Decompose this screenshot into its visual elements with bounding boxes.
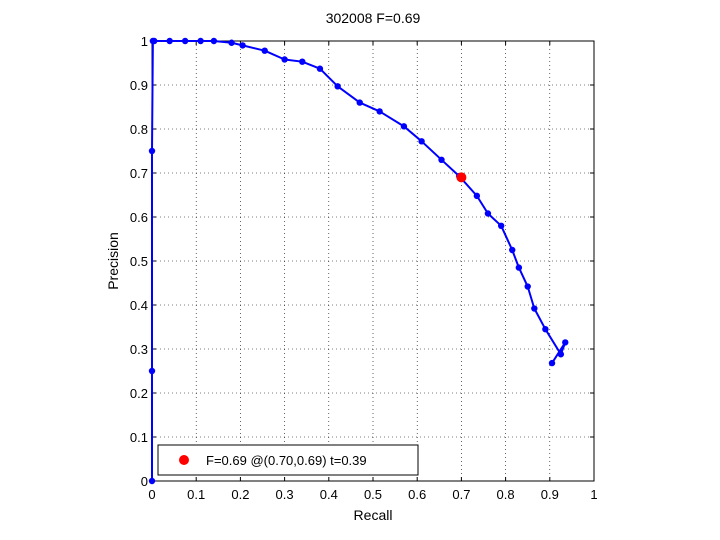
x-tick-label: 0.8 [497,487,515,502]
data-point [316,65,324,72]
y-tick-label: 0.1 [130,430,148,445]
highlight-point [456,172,467,183]
legend-marker [179,455,189,465]
series-layer [148,37,569,485]
legend-box [157,444,419,476]
axis-ticks: 0 0.1 0.2 0.3 0.4 0.5 0.6 0.7 0.8 0.9 1 0 0.1 0.2 0.3 0… [130,34,598,502]
data-point [548,359,556,367]
data-point [261,47,268,54]
data-point [524,283,531,290]
data-point [166,37,173,45]
data-point [334,83,341,90]
x-tick-label: 0.3 [276,487,294,502]
data-point [148,367,156,375]
data-point [562,339,569,346]
y-tick-label: 0.4 [130,298,148,313]
data-point [484,210,492,217]
y-tick-label: 0.3 [130,342,148,357]
data-point [497,222,505,229]
x-tick-label: 0 [148,487,155,502]
x-tick-label: 0.5 [364,487,382,502]
data-point [356,99,363,106]
data-point [148,147,156,155]
y-tick-label: 0 [141,474,148,489]
legend-label: F=0.69 @(0.70,0.69) t=0.39 [206,453,367,468]
data-point [281,56,288,63]
data-point [299,58,306,65]
x-tick-label: 0.2 [231,487,249,502]
data-point [376,108,383,115]
data-point [438,156,445,163]
y-tick-label: 0.2 [130,386,148,401]
x-tick-label: 0.6 [408,487,426,502]
x-tick-label: 1 [590,487,597,502]
x-axis-label: Recall [354,507,393,523]
x-tick-label: 0.9 [541,487,559,502]
data-point [473,192,481,200]
grid [152,41,594,481]
data-point [531,305,538,312]
y-tick-label: 0.7 [130,166,148,181]
data-point [239,42,246,49]
data-point [181,37,189,45]
data-point [557,351,565,358]
data-point [515,264,523,271]
data-point [151,37,158,45]
data-point [542,326,549,333]
y-tick-label: 0.8 [130,122,148,137]
chart-title: 302008 F=0.69 [326,10,421,26]
y-tick-label: 0.6 [130,210,148,225]
y-tick-label: 0.5 [130,254,148,269]
data-point [400,123,408,130]
y-tick-label: 0.9 [130,78,148,93]
data-point [509,246,516,254]
y-tick-label: 1 [141,34,148,49]
data-point [197,37,204,45]
x-tick-label: 0.1 [187,487,205,502]
data-point [148,477,156,485]
x-tick-label: 0.4 [320,487,338,502]
legend: F=0.69 @(0.70,0.69) t=0.39 [157,444,419,476]
x-tick-label: 0.7 [452,487,470,502]
data-point [228,39,235,46]
data-point [210,37,218,45]
y-axis-label: Precision [105,232,121,290]
data-point [418,138,425,145]
